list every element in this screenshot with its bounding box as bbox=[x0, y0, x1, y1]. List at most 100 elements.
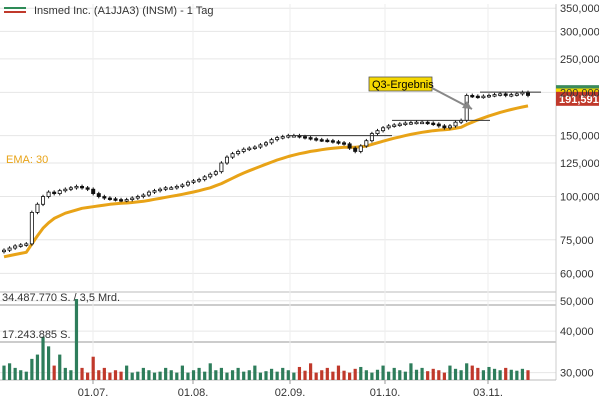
volume-bar bbox=[180, 365, 184, 380]
candle-body bbox=[353, 147, 358, 152]
candle-body bbox=[247, 147, 252, 151]
candle-body bbox=[275, 137, 280, 141]
price-tick-label: 100,000 bbox=[560, 192, 599, 204]
volume-tick-label: 40,000 bbox=[560, 326, 594, 338]
candle-body bbox=[342, 142, 347, 145]
volume-bar bbox=[247, 370, 251, 380]
volume-bar bbox=[253, 365, 257, 380]
volume-bar bbox=[236, 367, 240, 380]
volume-bar bbox=[80, 367, 84, 380]
candle-body bbox=[509, 94, 514, 97]
candle-body bbox=[169, 187, 174, 190]
volume-bar bbox=[63, 367, 67, 380]
candle-body bbox=[85, 187, 90, 190]
candle-body bbox=[436, 123, 441, 127]
candle-body bbox=[269, 139, 274, 144]
candle-body bbox=[498, 93, 503, 96]
volume-bar bbox=[481, 370, 486, 380]
q3-callout: Q3-Ergebnis bbox=[368, 76, 473, 110]
volume-bar bbox=[286, 370, 290, 380]
callout-arrowhead bbox=[462, 101, 472, 109]
candle-body bbox=[475, 95, 480, 99]
candle-body bbox=[146, 191, 151, 196]
candle-body bbox=[252, 146, 257, 149]
candle-body bbox=[41, 196, 46, 205]
candle-body bbox=[263, 142, 268, 146]
volume-bar bbox=[509, 369, 513, 380]
volume-bar bbox=[46, 346, 51, 380]
candle-body bbox=[381, 127, 386, 132]
volume-bar bbox=[520, 368, 525, 380]
price-tick-label: 200,000 bbox=[560, 87, 599, 99]
volume-bar bbox=[41, 336, 45, 380]
price-badge-bg bbox=[556, 91, 599, 106]
volume-bar bbox=[292, 372, 296, 380]
price-tick-label: 60,000 bbox=[560, 268, 594, 280]
volume-bar bbox=[169, 370, 173, 380]
candle-body bbox=[35, 203, 40, 213]
volume-tick-label: 30,000 bbox=[560, 368, 594, 380]
candle-body bbox=[325, 139, 330, 143]
candle-body bbox=[224, 156, 229, 164]
price-badge-label: 191,591 bbox=[559, 94, 599, 106]
volume-bar bbox=[74, 299, 79, 380]
volume-bar bbox=[113, 370, 118, 380]
volume-bar bbox=[381, 365, 385, 380]
volume-bar bbox=[2, 365, 6, 380]
candle-body bbox=[124, 199, 129, 202]
candle-body bbox=[431, 122, 436, 126]
volume-bar bbox=[526, 370, 530, 380]
volume-bar bbox=[19, 370, 23, 380]
volume-bar bbox=[281, 367, 285, 380]
candle-body bbox=[219, 162, 224, 173]
candle-body bbox=[197, 179, 202, 182]
candle-body bbox=[453, 121, 458, 127]
candle-body bbox=[258, 144, 263, 148]
volume-bar bbox=[269, 368, 274, 380]
volume-bar bbox=[35, 354, 40, 380]
chart-title: Insmed Inc. (A1JJA3) (INSM) - 1 Tag bbox=[34, 5, 214, 17]
volume-bar bbox=[152, 372, 157, 380]
volume-ref-low-label: 17.243.885 S. bbox=[2, 329, 71, 341]
volume-bar bbox=[387, 371, 391, 380]
candle-body bbox=[29, 211, 34, 245]
volume-bar bbox=[303, 370, 307, 380]
volume-bar bbox=[91, 356, 95, 380]
volume-bars bbox=[2, 299, 530, 380]
volume-bar bbox=[414, 369, 419, 380]
candle-body bbox=[202, 176, 207, 180]
volume-bar bbox=[191, 370, 196, 380]
volume-bar bbox=[136, 371, 140, 380]
candle-body bbox=[24, 243, 29, 246]
callout-box bbox=[368, 76, 433, 92]
candle-body bbox=[481, 95, 486, 99]
candle-body bbox=[96, 193, 101, 197]
candle-body bbox=[408, 122, 413, 125]
volume-bar bbox=[275, 371, 279, 380]
candle-body bbox=[208, 173, 213, 178]
ema-layer bbox=[3, 104, 529, 259]
volume-bar bbox=[314, 372, 318, 380]
volume-bar bbox=[242, 371, 246, 380]
candle-body bbox=[314, 138, 319, 141]
volume-bar bbox=[102, 367, 106, 380]
candle-body bbox=[236, 151, 241, 155]
candle-body bbox=[119, 199, 124, 202]
x-tick-label: 03.11. bbox=[473, 387, 503, 399]
candle-body bbox=[364, 140, 369, 147]
price-tick-label: 250,000 bbox=[560, 54, 599, 66]
volume-bar bbox=[225, 372, 229, 380]
x-tick-label: 02.09. bbox=[275, 387, 306, 399]
candle-body bbox=[152, 190, 157, 193]
volume-bar bbox=[214, 370, 218, 380]
volume-bar bbox=[125, 365, 129, 380]
candle-body bbox=[280, 136, 285, 139]
price-badge: 191,591 bbox=[556, 91, 599, 106]
volume-bar bbox=[141, 367, 145, 380]
candle-body bbox=[91, 188, 96, 194]
candle-body bbox=[74, 185, 79, 189]
candle-body bbox=[303, 136, 308, 139]
candle-body bbox=[369, 133, 374, 142]
volume-bar bbox=[119, 371, 123, 380]
candle-body bbox=[492, 94, 497, 97]
